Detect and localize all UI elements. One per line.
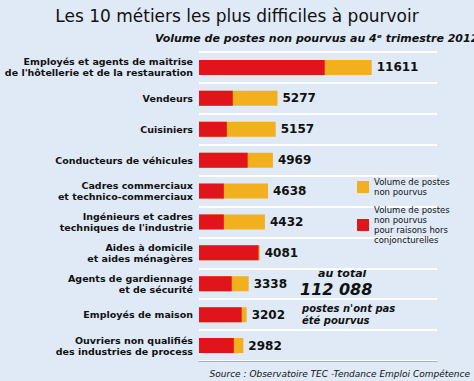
svg-text:4969: 4969	[278, 153, 311, 167]
svg-text:Les 10 métiers les plus diffic: Les 10 métiers les plus difficiles à pou…	[55, 6, 418, 26]
svg-text:Volume de postes non pourvus a: Volume de postes non pourvus au 4ᵉ trime…	[155, 32, 474, 45]
svg-text:3202: 3202	[252, 308, 285, 322]
svg-text:Volume de postes: Volume de postes	[374, 205, 450, 215]
svg-text:112 088: 112 088	[300, 280, 372, 299]
svg-text:Employés de maison: Employés de maison	[83, 309, 193, 320]
svg-text:non pourvus: non pourvus	[374, 187, 428, 197]
svg-text:des industries de process: des industries de process	[56, 346, 194, 357]
svg-text:et de sécurité: et de sécurité	[119, 284, 193, 295]
svg-text:pour raisons hors: pour raisons hors	[374, 225, 448, 235]
svg-text:Volume de postes: Volume de postes	[374, 177, 450, 187]
svg-text:Employés et agents de maîtrise: Employés et agents de maîtrise	[24, 56, 193, 67]
svg-text:2982: 2982	[248, 339, 281, 353]
svg-text:4081: 4081	[265, 246, 298, 260]
svg-text:de l'hôtellerie et de la resta: de l'hôtellerie et de la restauration	[5, 67, 193, 78]
svg-text:et aides ménagères: et aides ménagères	[87, 253, 193, 264]
svg-text:et technico-commerciaux: et technico-commerciaux	[58, 191, 193, 202]
svg-text:4432: 4432	[270, 215, 303, 229]
svg-text:Source : Observatoire TEC -Ten: Source : Observatoire TEC -Tendance Empl…	[210, 369, 471, 379]
svg-text:5157: 5157	[281, 122, 314, 136]
svg-text:11611: 11611	[377, 60, 419, 74]
svg-text:Aides à domicile: Aides à domicile	[105, 242, 193, 253]
svg-text:3338: 3338	[254, 277, 287, 291]
svg-text:4638: 4638	[273, 184, 306, 198]
svg-text:au total: au total	[318, 267, 367, 280]
svg-text:postes n'ont pas: postes n'ont pas	[301, 303, 395, 314]
svg-text:Ouvriers non qualifiés: Ouvriers non qualifiés	[75, 335, 193, 346]
svg-text:techniques de l'industrie: techniques de l'industrie	[60, 222, 193, 233]
svg-text:5277: 5277	[282, 91, 315, 105]
svg-text:Cadres commerciaux: Cadres commerciaux	[81, 180, 193, 191]
svg-text:conjoncturelles: conjoncturelles	[374, 235, 439, 245]
svg-text:Vendeurs: Vendeurs	[143, 93, 194, 104]
svg-text:Agents de gardiennage: Agents de gardiennage	[68, 273, 193, 284]
svg-text:Conducteurs de véhicules: Conducteurs de véhicules	[55, 155, 193, 166]
svg-text:non pourvus: non pourvus	[374, 215, 428, 225]
svg-text:Ingénieurs et cadres: Ingénieurs et cadres	[83, 211, 194, 222]
svg-text:Cuisiniers: Cuisiniers	[140, 124, 193, 135]
svg-text:été pourvus: été pourvus	[302, 315, 370, 326]
